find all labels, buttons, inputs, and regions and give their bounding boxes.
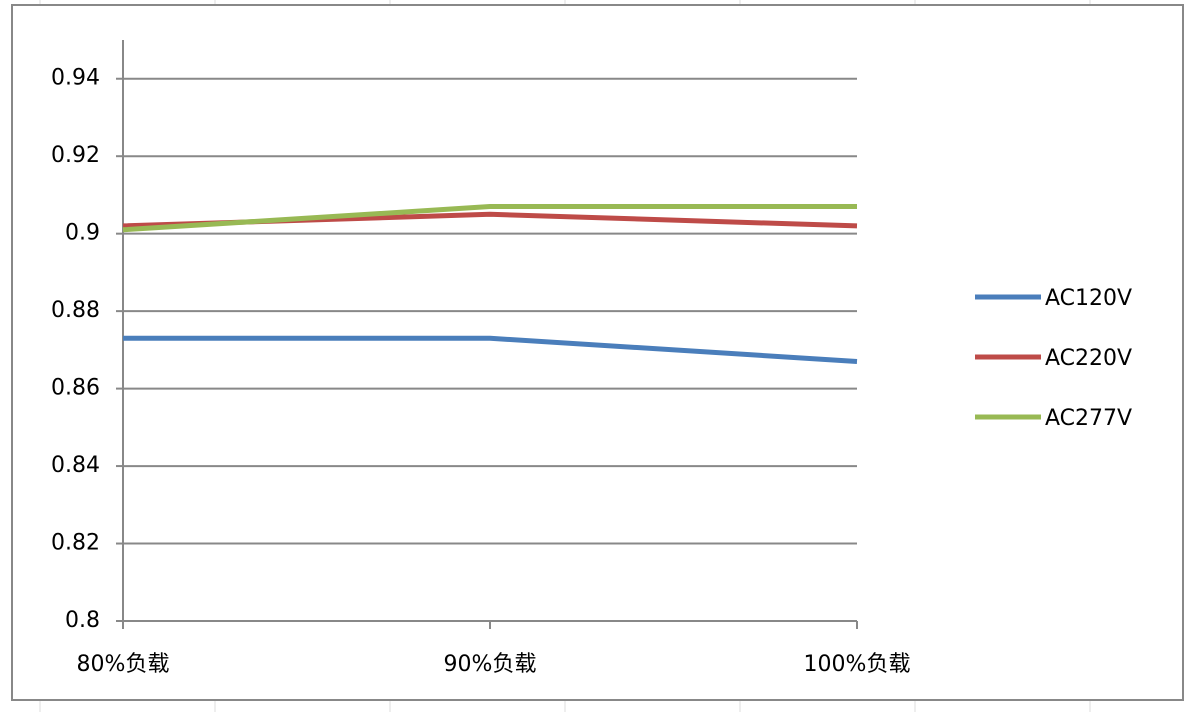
y-tick-label: 0.86 <box>51 376 100 401</box>
chart-area <box>11 4 1184 701</box>
legend-label: AC220V <box>1045 346 1132 371</box>
y-tick-label: 0.92 <box>51 143 100 168</box>
x-tick-label: 100%负载 <box>804 652 911 677</box>
y-tick-label: 0.84 <box>51 453 100 478</box>
series-line <box>122 204 857 233</box>
x-tick-label: 90%负载 <box>444 652 537 677</box>
y-tick-label: 0.82 <box>51 531 100 556</box>
legend-label: AC277V <box>1045 406 1132 431</box>
y-tick-label: 0.9 <box>65 221 100 246</box>
series-line <box>123 335 858 364</box>
y-tick-label: 0.94 <box>51 66 100 91</box>
x-tick-label: 80%负载 <box>77 652 170 677</box>
legend-label: AC120V <box>1045 286 1132 311</box>
y-tick-label: 0.8 <box>65 608 100 633</box>
y-tick-label: 0.88 <box>51 298 100 323</box>
